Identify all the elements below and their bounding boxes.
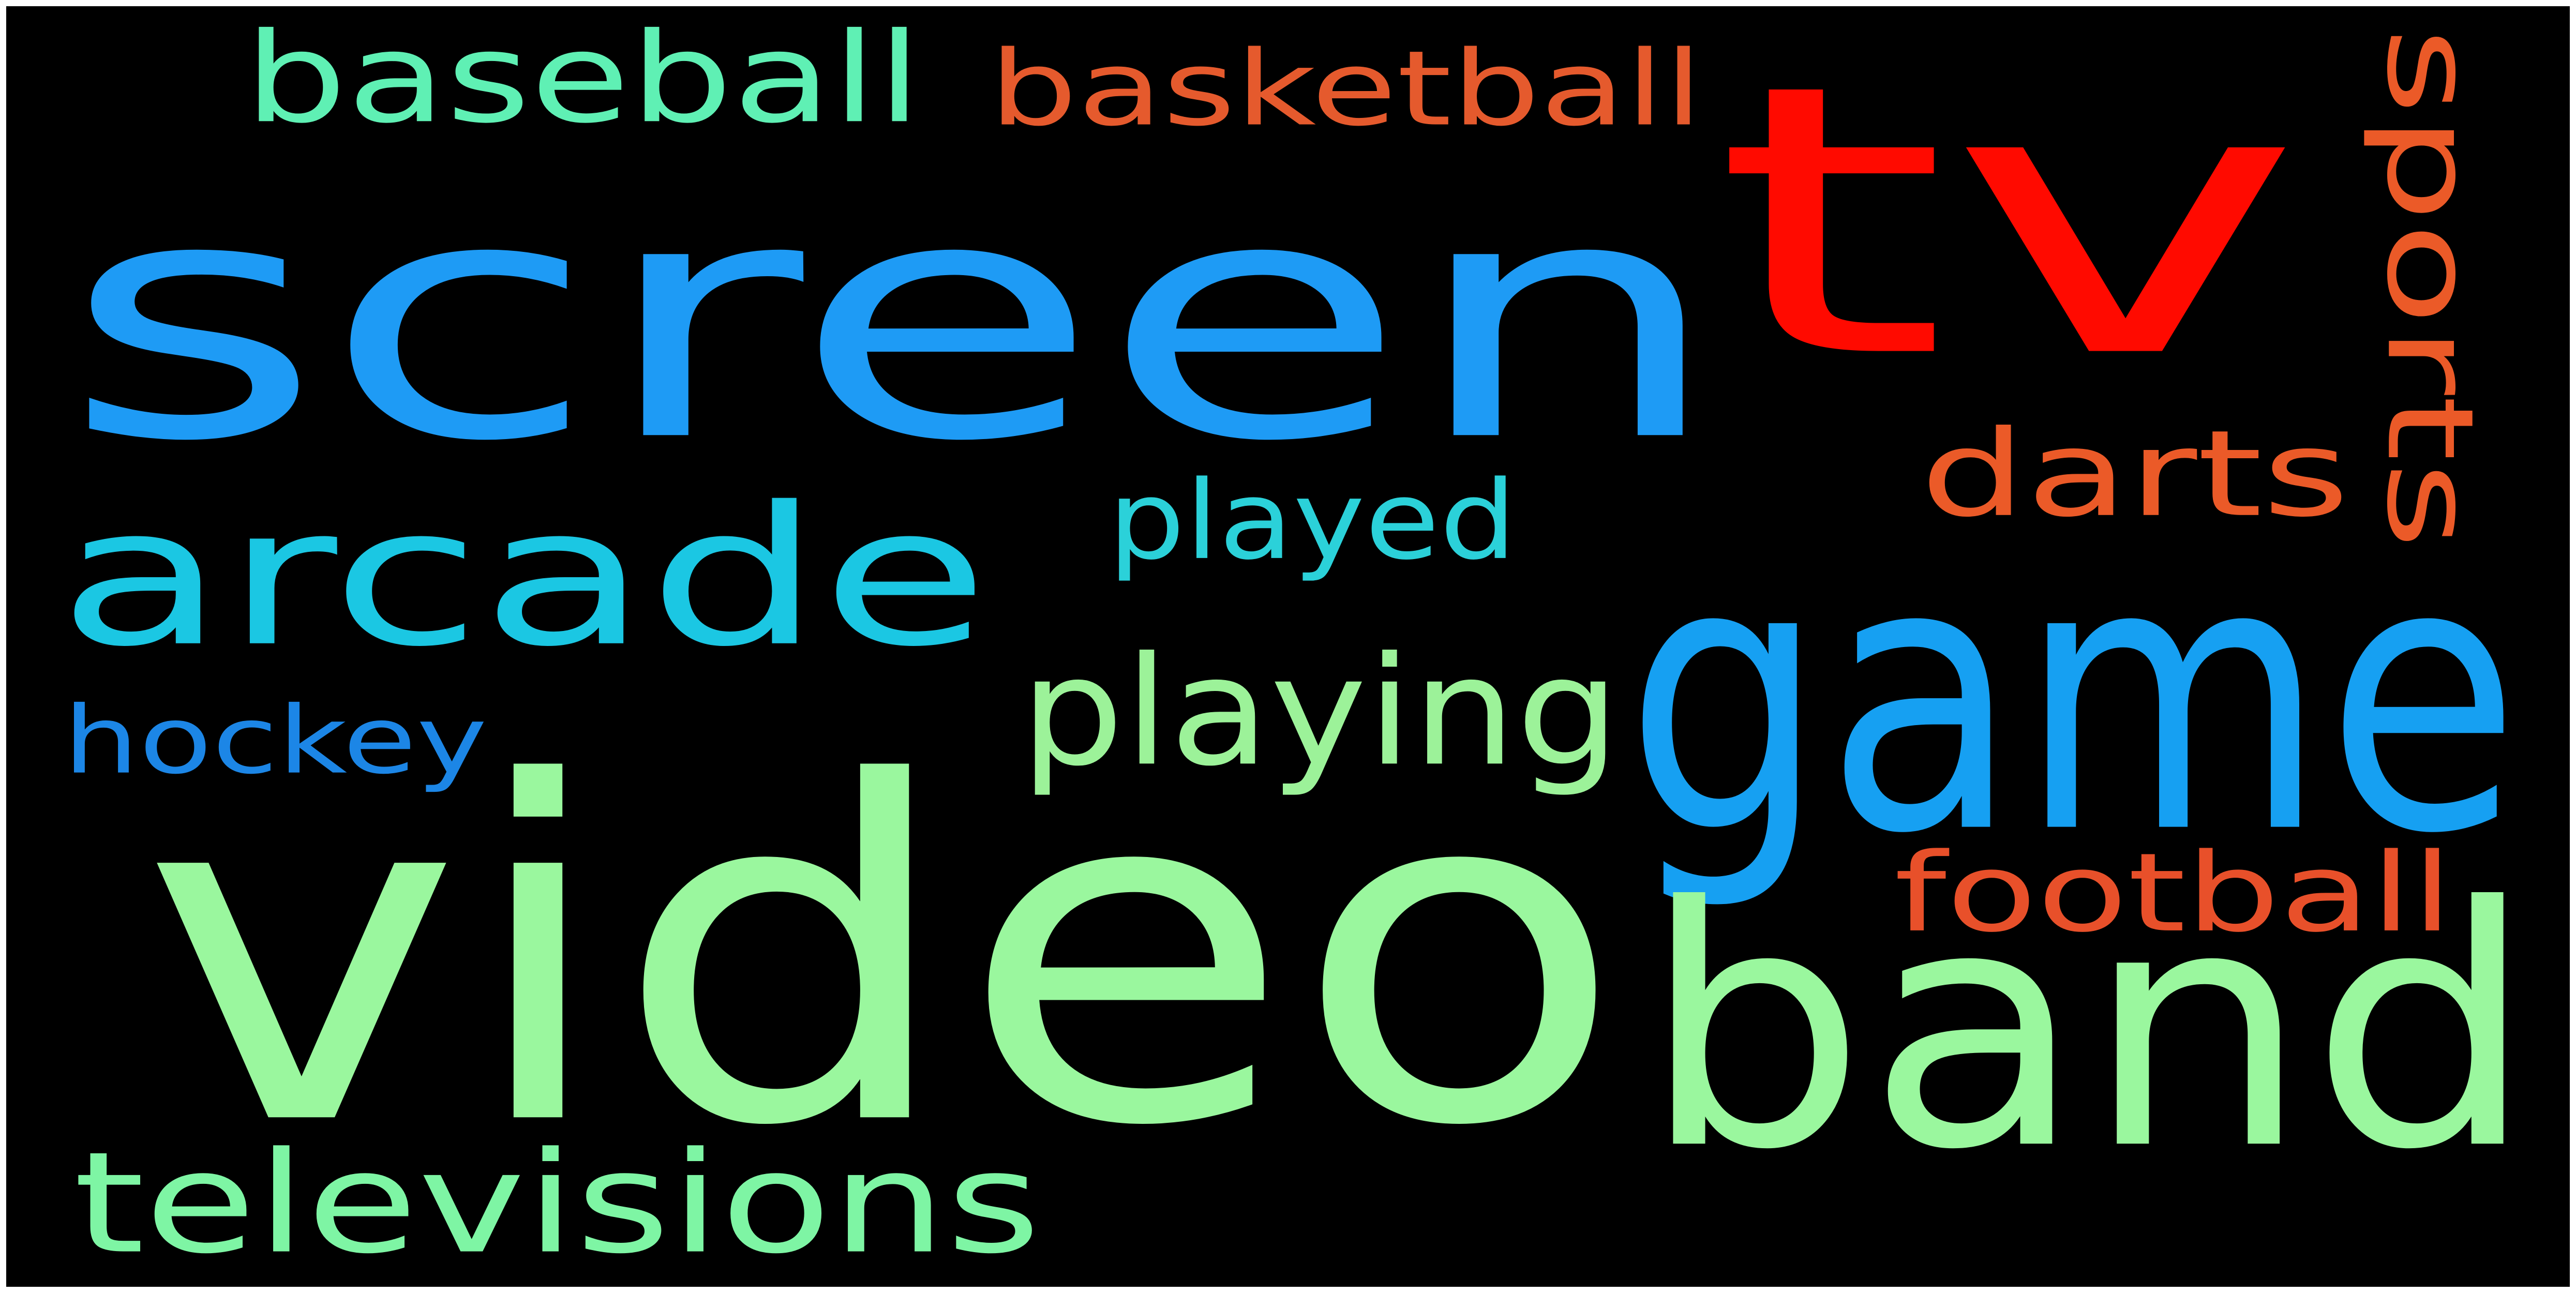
word-played: played [1108, 457, 1517, 584]
word-televisions: televisions [73, 1122, 1041, 1285]
word-game: game [1625, 482, 2520, 915]
word-band: band [1641, 837, 2536, 1223]
word-hockey: hockey [63, 686, 487, 795]
word-arcade: arcade [58, 466, 989, 689]
word-tv: tv [1713, 6, 2303, 440]
word-basketball: basketball [989, 28, 1703, 149]
word-screen: screen [62, 129, 1725, 514]
word-cloud: screen tv video game band arcade basebal… [6, 6, 2570, 1287]
word-video: video [141, 686, 1625, 1228]
word-baseball: baseball [244, 6, 922, 151]
word-football: football [1894, 830, 2453, 956]
word-sports: sports [2360, 27, 2499, 549]
word-playing: playing [1020, 625, 1620, 800]
word-darts: darts [1920, 405, 2349, 544]
